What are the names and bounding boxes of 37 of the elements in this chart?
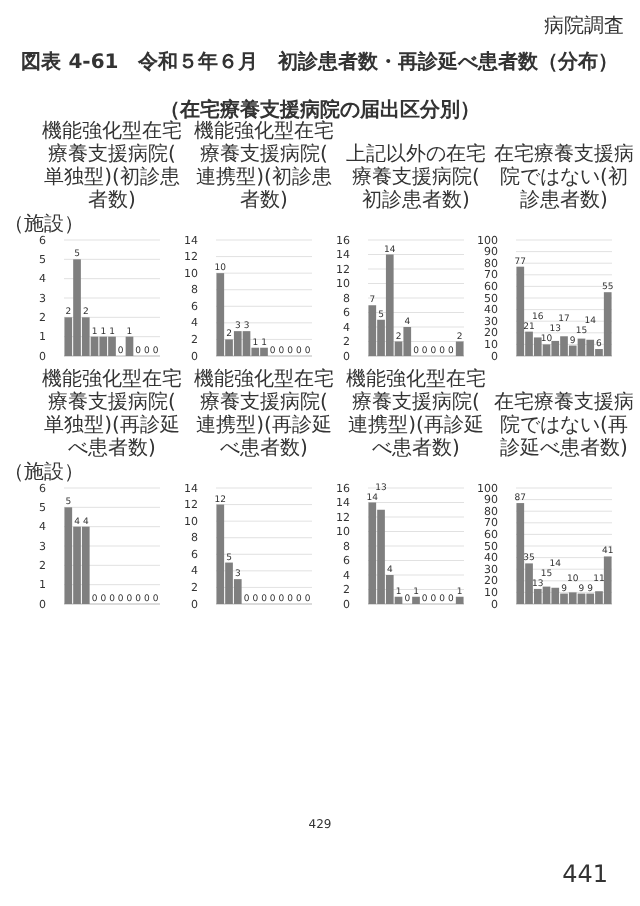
bar bbox=[368, 305, 377, 356]
bar bbox=[533, 337, 542, 356]
bar bbox=[385, 254, 394, 356]
bar bbox=[551, 587, 560, 604]
text: 図表 4-61 令和５年６月 初診患者数・再診延べ患者数（分布） bbox=[21, 50, 619, 74]
bar bbox=[586, 593, 595, 604]
text: 病院調査 bbox=[544, 14, 624, 38]
bar bbox=[242, 331, 251, 356]
chart-title: 上記以外の在宅療養支援病院(初診患者数) bbox=[346, 142, 486, 212]
bar bbox=[216, 273, 225, 356]
chart-title: 機能強化型在宅療養支援病院(連携型)(再診延べ患者数) bbox=[194, 367, 334, 460]
bar bbox=[403, 327, 412, 356]
bar bbox=[516, 266, 525, 356]
bar bbox=[216, 504, 225, 604]
bar bbox=[99, 336, 108, 356]
text: （在宅療養支援病院の届出区分別） bbox=[160, 98, 480, 122]
y-axis-title: （施設） bbox=[4, 212, 84, 236]
bar bbox=[586, 339, 595, 356]
bar bbox=[603, 556, 612, 604]
bar bbox=[368, 502, 377, 604]
y-axis-title: （施設） bbox=[4, 460, 84, 484]
bar bbox=[412, 596, 420, 604]
chart-title: 機能強化型在宅療養支援病院(単独型)(再診延べ患者数) bbox=[42, 367, 182, 460]
text: 441 bbox=[562, 860, 608, 888]
bar bbox=[455, 596, 464, 604]
chart-title: 在宅療養支援病院ではない(初診患者数) bbox=[494, 142, 634, 212]
bar bbox=[455, 341, 464, 356]
bar bbox=[542, 344, 551, 356]
bar bbox=[568, 592, 577, 604]
bar bbox=[551, 340, 560, 356]
bar bbox=[603, 292, 612, 356]
chart-title: 在宅療養支援病院ではない(再診延べ患者数) bbox=[494, 390, 634, 460]
bar bbox=[233, 331, 242, 356]
chart-title: 機能強化型在宅療養支援病院(単独型)(初診患者数) bbox=[42, 119, 182, 212]
chart-title: 機能強化型在宅療養支援病院(連携型)(初診患者数) bbox=[194, 119, 334, 212]
chart-title: 機能強化型在宅療養支援病院(連携型)(再診延べ患者数) bbox=[346, 367, 486, 460]
bar bbox=[516, 503, 525, 604]
